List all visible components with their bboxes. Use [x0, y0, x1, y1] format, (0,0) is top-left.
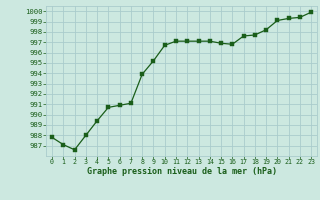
X-axis label: Graphe pression niveau de la mer (hPa): Graphe pression niveau de la mer (hPa) [87, 167, 276, 176]
